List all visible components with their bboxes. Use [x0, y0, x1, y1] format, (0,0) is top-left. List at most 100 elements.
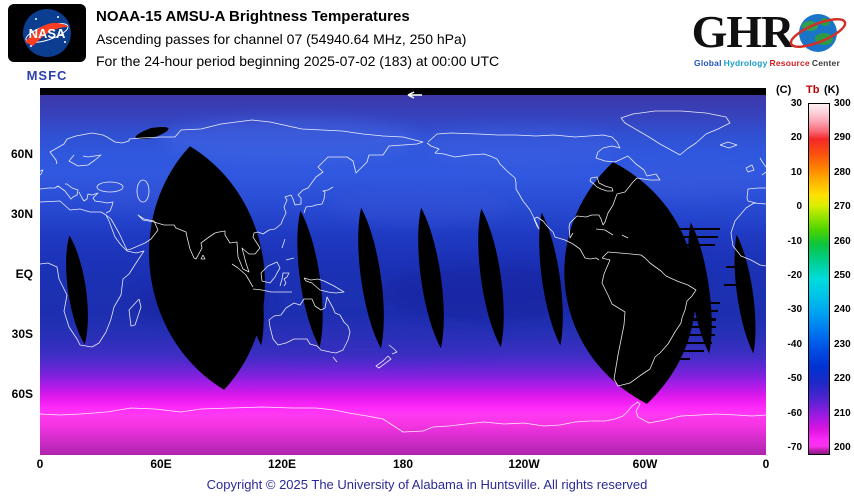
scanline-gap: [658, 326, 716, 328]
celsius-tick-label: 10: [790, 166, 802, 178]
coastline: [730, 202, 766, 267]
lon-tick-label: 180: [392, 457, 414, 471]
celsius-tick-label: 20: [790, 132, 802, 144]
scanline-gap: [652, 228, 720, 230]
lat-tick-label: EQ: [15, 267, 33, 281]
scanline-gap: [662, 342, 712, 344]
no-data-swath: [66, 235, 88, 345]
copyright-notice: Copyright © 2025 The University of Alaba…: [206, 477, 648, 492]
lake-outline: [136, 179, 150, 203]
no-data-swath: [297, 210, 323, 348]
kelvin-tick-label: 290: [834, 132, 851, 144]
kelvin-tick-label: 200: [834, 442, 851, 453]
kelvin-tick-label: 230: [834, 338, 851, 350]
kelvin-tick-label: 280: [834, 166, 851, 178]
scanline-gap: [726, 266, 738, 268]
coastline: [68, 154, 102, 167]
celsius-tick-label: -50: [787, 373, 802, 385]
kelvin-tick-label: 260: [834, 235, 851, 247]
celsius-tick-label: -40: [787, 338, 802, 350]
no-data-swath: [240, 214, 264, 346]
scanline-gap: [650, 358, 690, 360]
figure-titles: NOAA-15 AMSU-A Brightness Temperatures A…: [96, 6, 499, 72]
coastline: [260, 261, 281, 284]
lat-tick-label: 30S: [11, 327, 33, 341]
kelvin-unit-label: (K): [824, 84, 840, 96]
lon-tick-label: 0: [762, 457, 770, 471]
coastline: [589, 176, 614, 192]
no-data-swath: [149, 146, 265, 390]
coastline: [745, 164, 755, 173]
coastline: [427, 132, 661, 239]
world-map: [40, 91, 766, 433]
no-data-swath: [418, 207, 444, 349]
lake-outline: [96, 181, 124, 193]
coastline: [40, 169, 44, 176]
field-variation-patch: [330, 188, 510, 224]
ghrc-subtitle: Global Hydrology Resource Center: [682, 58, 852, 68]
map-plot: [40, 88, 766, 455]
ghrc-subtitle-word: Center: [811, 58, 840, 68]
celsius-tick-label: -60: [787, 407, 802, 419]
colorbar: (C) Tb (K) 30 20 10 0 -10 -20 -30 -40 -50 -60 -70 …: [766, 84, 854, 484]
ghrc-globe-icon: [790, 14, 847, 52]
celsius-tick-label: 0: [796, 201, 802, 213]
no-data-swath: [135, 127, 169, 139]
coastline: [426, 142, 600, 261]
subtitle-channel: Ascending passes for channel 07 (54940.6…: [96, 31, 467, 47]
longitude-axis: 0 60E 120E 180 120W 60W 0: [36, 457, 770, 473]
ghrc-logo: GHR Global Hydrology Resource Center: [682, 4, 852, 68]
lon-tick-label: 0: [36, 457, 44, 471]
msfc-label: MSFC: [26, 68, 68, 83]
coastline: [268, 296, 351, 354]
lon-tick-label: 60W: [632, 457, 658, 471]
no-data-swath: [478, 208, 504, 348]
celsius-scale: 30 20 10 0 -10 -20 -30 -40 -50 -60 -70: [766, 98, 804, 455]
scanline-gap: [656, 318, 716, 321]
scanline-gap: [660, 334, 715, 336]
coastline: [128, 298, 142, 327]
subtitle-period: For the 24-hour period beginning 2025-07…: [96, 53, 500, 69]
no-data-swath: [358, 207, 384, 349]
coastline: [40, 183, 79, 200]
coastline: [49, 132, 130, 165]
nasa-wordmark: NASA: [29, 26, 66, 41]
coastline: [303, 186, 334, 214]
lat-tick-label: 60S: [11, 387, 33, 401]
field-variation-patch: [420, 126, 620, 166]
colorbar-gradient: [808, 103, 830, 455]
coastline: [40, 401, 766, 433]
lon-tick-label: 120W: [508, 457, 540, 471]
lon-tick-label: 60E: [150, 457, 172, 471]
field-variation-patch: [220, 324, 500, 356]
kelvin-tick-label: 300: [834, 98, 851, 109]
kelvin-tick-label: 270: [834, 201, 851, 213]
ghrc-subtitle-word: Resource: [769, 58, 810, 68]
coastline: [719, 141, 738, 149]
coastline: [281, 238, 286, 249]
celsius-unit-label: (C): [776, 84, 792, 96]
tb-unit-label: Tb: [806, 84, 820, 96]
no-data-swath: [734, 234, 756, 354]
coastline: [78, 191, 114, 214]
coastline: [601, 251, 697, 387]
coastline: [375, 355, 392, 369]
celsius-tick-label: 30: [790, 98, 802, 109]
coastline: [595, 228, 614, 236]
nasa-meatball-icon: NASA: [8, 4, 86, 62]
celsius-tick-label: -70: [787, 442, 802, 453]
ghrc-subtitle-word: Hydrology: [723, 58, 768, 68]
coastline: [279, 272, 290, 287]
coastline: [252, 288, 292, 293]
lat-tick-label: 30N: [10, 207, 33, 221]
celsius-tick-label: -10: [787, 235, 802, 247]
missing-data-arrow-icon: [407, 91, 422, 99]
kelvin-scale: 300 290 280 270 260 250 240 230 220 210 200: [834, 98, 854, 455]
coastline: [231, 263, 254, 288]
celsius-tick-label: -30: [787, 304, 802, 316]
coastline: [388, 344, 398, 355]
lon-tick-label: 120E: [267, 457, 297, 471]
kelvin-tick-label: 240: [834, 304, 851, 316]
coastline: [761, 171, 766, 176]
